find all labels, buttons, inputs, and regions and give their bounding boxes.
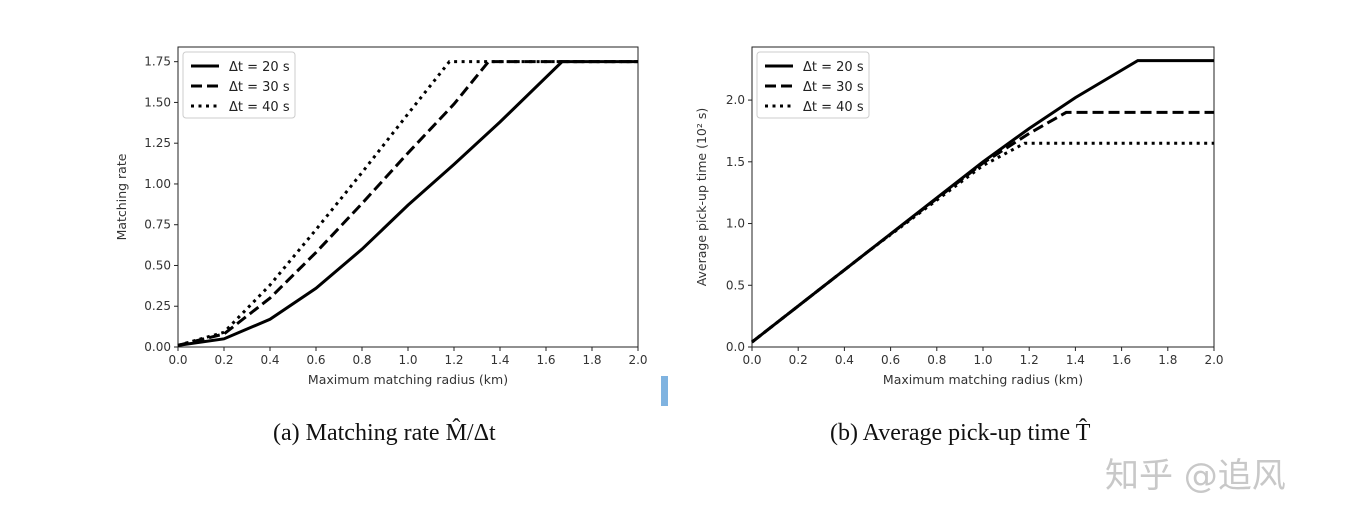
legend-label: Δt = 30 s	[803, 80, 864, 95]
chart-2: 0.0 0.2 0.4 0.6 0.8 1.0 1.2 1.4 1.6 1.8 2.0 0.0 0.5 1…	[694, 46, 1224, 387]
y-tick-label: 0.00	[144, 340, 171, 354]
x-tick-label: 0.8	[352, 353, 371, 367]
y-tick-label: 1.5	[726, 155, 745, 169]
y-tick-label: 0.25	[144, 299, 171, 313]
x-tick-label: 1.4	[490, 353, 509, 367]
x-tick-label: 0.4	[835, 353, 854, 367]
caption-a: (a) Matching rate M̂/Δt	[273, 420, 496, 446]
x-tick-label: 0.6	[881, 353, 900, 367]
x-tick-label: 2.0	[628, 353, 647, 367]
x-tick-label: 1.6	[536, 353, 555, 367]
y-tick-label: 1.0	[726, 217, 745, 231]
caption-b: (b) Average pick-up time T̂	[830, 420, 1091, 446]
x-tick-label: 1.6	[1112, 353, 1131, 367]
x-tick-label: 1.2	[444, 353, 463, 367]
x-tick-label: 1.0	[973, 353, 992, 367]
y-tick-label: 1.00	[144, 177, 171, 191]
x-tick-label: 0.2	[789, 353, 808, 367]
x-tick-label: 0.2	[214, 353, 233, 367]
legend-label: Δt = 30 s	[229, 80, 290, 95]
legend-label: Δt = 20 s	[803, 60, 864, 75]
legend-label: Δt = 40 s	[803, 100, 864, 115]
y-tick-label: 0.75	[144, 218, 171, 232]
series-line-solid	[177, 60, 638, 347]
y-axis-label: Matching rate	[114, 153, 129, 240]
x-tick-label: 0.4	[260, 353, 279, 367]
x-tick-label: 1.8	[1158, 353, 1177, 367]
y-tick-label: 1.50	[144, 95, 171, 109]
x-tick-label: 0.8	[927, 353, 946, 367]
watermark: 知乎 @追风	[1105, 456, 1286, 496]
y-tick-label: 0.0	[726, 340, 745, 354]
chart-1: 0.0 0.2 0.4 0.6 0.8 1.0 1.2 1.4 1.6 1.8 2.0 0.00 0.2…	[114, 46, 648, 387]
x-tick-label: 1.2	[1020, 353, 1039, 367]
legend-label: Δt = 20 s	[229, 60, 290, 75]
x-tick-label: 0.0	[168, 353, 187, 367]
y-tick-label: 0.5	[726, 278, 745, 292]
x-axis-label: Maximum matching radius (km)	[308, 372, 508, 387]
series-line-dotted	[751, 141, 1214, 344]
blue-marker-bar	[661, 376, 668, 406]
x-tick-label: 0.0	[742, 353, 761, 367]
x-tick-label: 1.8	[582, 353, 601, 367]
series-line-dashed	[177, 60, 638, 347]
legend-label: Δt = 40 s	[229, 100, 290, 115]
x-tick-label: 0.6	[306, 353, 325, 367]
y-axis-label: Average pick-up time (10² s)	[694, 108, 709, 287]
y-tick-label: 1.25	[144, 136, 171, 150]
x-axis-label: Maximum matching radius (km)	[883, 372, 1083, 387]
series-line-dashed	[751, 110, 1214, 344]
x-tick-label: 1.0	[398, 353, 417, 367]
y-tick-label: 2.0	[726, 93, 745, 107]
x-tick-label: 1.4	[1066, 353, 1085, 367]
legend	[756, 51, 870, 119]
legend	[182, 51, 296, 119]
y-tick-label: 1.75	[144, 55, 171, 69]
y-tick-label: 0.50	[144, 258, 171, 272]
x-tick-label: 2.0	[1204, 353, 1223, 367]
